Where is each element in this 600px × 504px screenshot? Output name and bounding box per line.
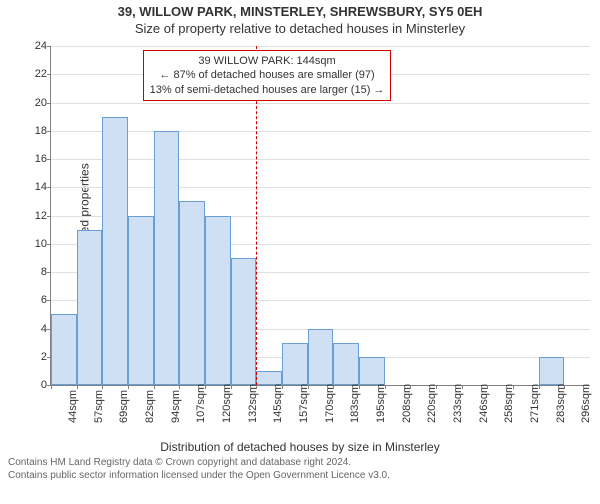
x-tick-label: 195sqm bbox=[375, 384, 387, 423]
y-tick-label: 22 bbox=[21, 68, 47, 80]
y-tick-label: 10 bbox=[21, 238, 47, 250]
x-tick-mark bbox=[487, 385, 488, 389]
histogram-bar bbox=[51, 314, 77, 385]
annotation-box: 39 WILLOW PARK: 144sqm← 87% of detached … bbox=[143, 50, 392, 101]
x-tick-label: 170sqm bbox=[324, 384, 336, 423]
gridline bbox=[51, 103, 590, 104]
plot-area: 02468101214161820222444sqm57sqm69sqm82sq… bbox=[50, 46, 590, 386]
x-tick-label: 94sqm bbox=[170, 390, 182, 423]
x-tick-label: 57sqm bbox=[93, 390, 105, 423]
x-tick-label: 283sqm bbox=[555, 384, 567, 423]
histogram-bar bbox=[308, 329, 334, 386]
y-tick-label: 0 bbox=[21, 379, 47, 391]
histogram-bar bbox=[102, 117, 128, 385]
x-tick-label: 145sqm bbox=[272, 384, 284, 423]
x-tick-label: 258sqm bbox=[503, 384, 515, 423]
x-tick-mark bbox=[205, 385, 206, 389]
annotation-line: 39 WILLOW PARK: 144sqm bbox=[150, 54, 385, 68]
x-tick-mark bbox=[385, 385, 386, 389]
y-tick-label: 8 bbox=[21, 266, 47, 278]
y-tick-label: 20 bbox=[21, 97, 47, 109]
x-tick-mark bbox=[564, 385, 565, 389]
y-tick-mark bbox=[47, 244, 51, 245]
x-tick-mark bbox=[410, 385, 411, 389]
x-tick-label: 132sqm bbox=[247, 384, 259, 423]
x-tick-mark bbox=[513, 385, 514, 389]
histogram-bar bbox=[539, 357, 565, 385]
x-tick-mark bbox=[462, 385, 463, 389]
histogram-bar bbox=[179, 201, 205, 385]
histogram-bar bbox=[282, 343, 308, 385]
histogram-bar bbox=[205, 216, 231, 386]
y-tick-label: 24 bbox=[21, 40, 47, 52]
x-tick-label: 157sqm bbox=[298, 384, 310, 423]
y-tick-label: 12 bbox=[21, 210, 47, 222]
x-tick-label: 208sqm bbox=[401, 384, 413, 423]
x-tick-label: 107sqm bbox=[195, 384, 207, 423]
chart-container: Number of detached properties 0246810121… bbox=[0, 36, 600, 456]
y-tick-mark bbox=[47, 272, 51, 273]
x-tick-mark bbox=[179, 385, 180, 389]
footer-line-2: Contains public sector information licen… bbox=[8, 469, 592, 482]
gridline bbox=[51, 187, 590, 188]
y-tick-mark bbox=[47, 216, 51, 217]
x-tick-mark bbox=[256, 385, 257, 389]
y-tick-label: 18 bbox=[21, 125, 47, 137]
footer-line-1: Contains HM Land Registry data © Crown c… bbox=[8, 456, 592, 469]
y-tick-mark bbox=[47, 74, 51, 75]
x-tick-label: 82sqm bbox=[144, 390, 156, 423]
x-tick-label: 44sqm bbox=[67, 390, 79, 423]
x-tick-label: 296sqm bbox=[580, 384, 592, 423]
x-tick-mark bbox=[128, 385, 129, 389]
y-tick-label: 2 bbox=[21, 351, 47, 363]
x-tick-mark bbox=[51, 385, 52, 389]
footer: Contains HM Land Registry data © Crown c… bbox=[0, 456, 600, 486]
y-tick-label: 14 bbox=[21, 181, 47, 193]
y-tick-label: 16 bbox=[21, 153, 47, 165]
x-tick-label: 220sqm bbox=[426, 384, 438, 423]
y-tick-label: 6 bbox=[21, 294, 47, 306]
y-tick-mark bbox=[47, 46, 51, 47]
y-tick-mark bbox=[47, 159, 51, 160]
page-subtitle: Size of property relative to detached ho… bbox=[0, 21, 600, 36]
x-tick-label: 69sqm bbox=[118, 390, 130, 423]
y-tick-mark bbox=[47, 300, 51, 301]
page-title: 39, WILLOW PARK, MINSTERLEY, SHREWSBURY,… bbox=[0, 4, 600, 19]
x-tick-label: 246sqm bbox=[478, 384, 490, 423]
x-tick-mark bbox=[282, 385, 283, 389]
x-tick-mark bbox=[359, 385, 360, 389]
annotation-line: 13% of semi-detached houses are larger (… bbox=[150, 83, 385, 97]
x-tick-label: 183sqm bbox=[349, 384, 361, 423]
histogram-bar bbox=[128, 216, 154, 386]
histogram-bar bbox=[359, 357, 385, 385]
x-tick-mark bbox=[102, 385, 103, 389]
y-tick-label: 4 bbox=[21, 323, 47, 335]
y-tick-mark bbox=[47, 103, 51, 104]
x-tick-mark bbox=[308, 385, 309, 389]
y-tick-mark bbox=[47, 131, 51, 132]
x-tick-mark bbox=[231, 385, 232, 389]
x-tick-label: 271sqm bbox=[529, 384, 541, 423]
histogram-bar bbox=[333, 343, 359, 385]
annotation-line: ← 87% of detached houses are smaller (97… bbox=[150, 68, 385, 82]
x-tick-label: 233sqm bbox=[452, 384, 464, 423]
histogram-bar bbox=[231, 258, 257, 385]
x-tick-mark bbox=[539, 385, 540, 389]
x-tick-mark bbox=[333, 385, 334, 389]
histogram-bar bbox=[77, 230, 103, 385]
gridline bbox=[51, 159, 590, 160]
x-axis-label: Distribution of detached houses by size … bbox=[0, 440, 600, 454]
x-tick-label: 120sqm bbox=[221, 384, 233, 423]
gridline bbox=[51, 131, 590, 132]
x-tick-mark bbox=[77, 385, 78, 389]
histogram-bar bbox=[154, 131, 180, 385]
x-tick-mark bbox=[436, 385, 437, 389]
y-tick-mark bbox=[47, 187, 51, 188]
gridline bbox=[51, 46, 590, 47]
x-tick-mark bbox=[154, 385, 155, 389]
